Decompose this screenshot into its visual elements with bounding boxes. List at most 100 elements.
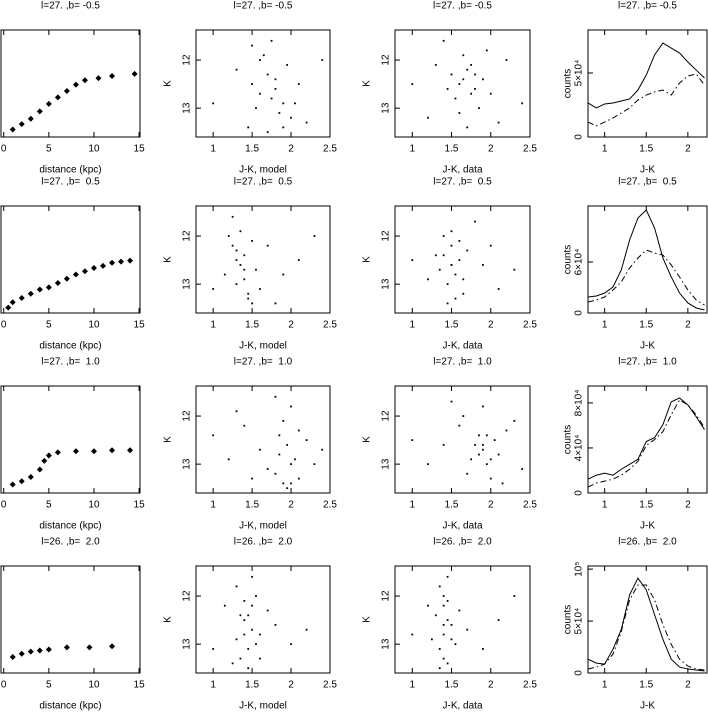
y-tick-label: 13 bbox=[381, 458, 392, 470]
point bbox=[434, 614, 437, 617]
point bbox=[478, 434, 480, 437]
x-tick-label: 2 bbox=[488, 680, 494, 691]
point bbox=[442, 254, 445, 257]
x-tick-label: 1.5 bbox=[639, 500, 653, 511]
point bbox=[223, 604, 226, 607]
point bbox=[450, 73, 453, 76]
panel-title: l=27. ,b= -0.5 bbox=[234, 1, 293, 12]
y-tick-label: 0 bbox=[574, 490, 585, 496]
x-tick-label: 1 bbox=[210, 320, 216, 331]
y-axis-label: K bbox=[362, 436, 373, 443]
y-axis-label: K bbox=[163, 80, 174, 87]
panel-title: l=26. ,b= 2.0 bbox=[433, 537, 492, 548]
x-tick-label: 1.5 bbox=[445, 500, 459, 511]
y-tick-label: 4×10⁴ bbox=[574, 435, 585, 462]
marks bbox=[9, 447, 134, 488]
line bbox=[588, 399, 705, 488]
point bbox=[274, 624, 277, 626]
x-tick-label: 15 bbox=[134, 500, 146, 511]
point bbox=[251, 83, 253, 86]
point bbox=[505, 59, 508, 61]
point bbox=[266, 468, 269, 470]
point bbox=[27, 648, 34, 655]
y-axis-label: K bbox=[362, 616, 373, 623]
point bbox=[72, 81, 79, 88]
point bbox=[231, 662, 234, 665]
x-tick-label: 1 bbox=[210, 500, 216, 511]
x-tick-label: 2.5 bbox=[523, 144, 537, 155]
point bbox=[247, 648, 250, 650]
marks bbox=[9, 70, 138, 133]
point bbox=[466, 472, 469, 475]
y-tick-label: 5×10⁴ bbox=[574, 608, 585, 635]
plot-frame bbox=[394, 565, 531, 674]
point bbox=[90, 448, 97, 455]
point bbox=[321, 59, 324, 61]
point bbox=[18, 650, 25, 657]
point bbox=[9, 299, 16, 306]
x-tick-label: 5 bbox=[46, 320, 52, 331]
point bbox=[239, 614, 242, 617]
point bbox=[247, 614, 250, 617]
point bbox=[411, 83, 414, 86]
point bbox=[458, 259, 461, 262]
x-tick-label: 2 bbox=[685, 680, 691, 691]
point bbox=[411, 259, 414, 262]
point bbox=[497, 619, 500, 622]
point bbox=[466, 628, 469, 631]
point bbox=[427, 278, 429, 281]
point bbox=[18, 121, 25, 128]
point bbox=[493, 439, 496, 442]
x-tick-label: 5 bbox=[46, 680, 52, 691]
x-tick-label: 1 bbox=[602, 500, 608, 511]
x-tick-label: 1 bbox=[602, 320, 608, 331]
y-axis-label: counts bbox=[563, 425, 574, 454]
plot-frame bbox=[587, 565, 708, 674]
point bbox=[482, 264, 484, 266]
marks bbox=[588, 209, 705, 311]
x-tick-label: 1.5 bbox=[445, 320, 459, 331]
point bbox=[18, 478, 25, 485]
point bbox=[63, 644, 70, 651]
x-axis-label: J-K, model bbox=[239, 165, 287, 176]
line bbox=[588, 577, 705, 672]
panel: l=27. ,b= -0.5 J-K counts 1 1.5 2 0 5×10⁴ bbox=[563, 1, 708, 176]
point bbox=[286, 444, 289, 446]
point bbox=[442, 633, 445, 636]
panel-title: l=27. ,b= 1.0 bbox=[618, 357, 677, 368]
point bbox=[438, 585, 441, 588]
point bbox=[297, 83, 300, 86]
y-tick-label: 0 bbox=[574, 134, 585, 140]
x-tick-label: 15 bbox=[134, 320, 146, 331]
point bbox=[513, 268, 516, 271]
x-tick-label: 2.5 bbox=[323, 320, 337, 331]
x-tick-label: 1 bbox=[409, 144, 415, 155]
x-tick-label: 2.5 bbox=[323, 680, 337, 691]
x-axis-label: J-K, data bbox=[442, 521, 482, 532]
y-tick-label: 6×10⁴ bbox=[574, 249, 585, 276]
point bbox=[489, 92, 492, 95]
x-tick-label: 10 bbox=[88, 680, 100, 691]
x-tick-label: 1.5 bbox=[639, 320, 653, 331]
point bbox=[266, 73, 269, 76]
x-tick-label: 1.5 bbox=[245, 320, 259, 331]
point bbox=[243, 619, 246, 622]
point bbox=[9, 653, 16, 660]
panel-title: l=27. ,b= 0.5 bbox=[433, 177, 492, 188]
point bbox=[266, 609, 269, 612]
y-axis-label: counts bbox=[563, 605, 574, 634]
point bbox=[247, 297, 250, 300]
x-tick-label: 1 bbox=[409, 320, 415, 331]
panel: l=27. ,b= -0.5 J-K, data K 1 1.5 2 2.5 12 13 bbox=[362, 1, 538, 176]
y-tick-label: 8×10⁴ bbox=[574, 389, 585, 416]
point bbox=[239, 264, 242, 266]
panel: l=26. ,b= 2.0 J-K, data K 1 1.5 2 2.5 12 13 bbox=[362, 537, 538, 712]
panel-title: l=27. ,b= 0.5 bbox=[41, 177, 100, 188]
x-tick-label: 15 bbox=[134, 680, 146, 691]
panel: l=27. ,b= 1.0 J-K counts 1 1.5 2 0 4×10⁴ 8×10⁴ bbox=[563, 357, 708, 532]
point bbox=[313, 235, 316, 237]
x-tick-label: 2 bbox=[488, 320, 494, 331]
line bbox=[588, 73, 705, 127]
point bbox=[27, 473, 34, 480]
x-axis-label: J-K, model bbox=[239, 521, 287, 532]
